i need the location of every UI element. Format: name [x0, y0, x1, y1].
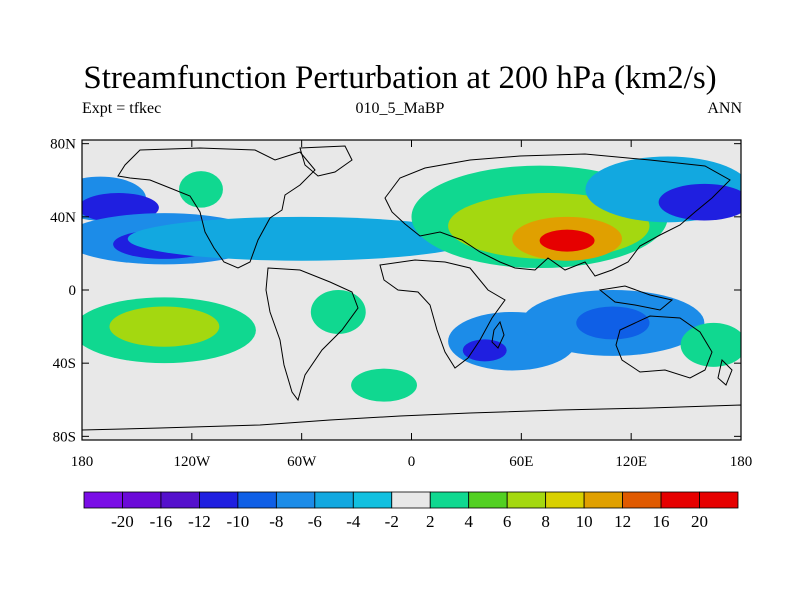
colorbar-label: 2 [426, 512, 435, 531]
contour-region [680, 322, 741, 367]
lon-tick-label: 60E [509, 454, 533, 470]
lon-tick-label: 180 [71, 454, 94, 470]
lon-tick-label: 180 [730, 454, 753, 470]
colorbar-label: -12 [188, 512, 211, 531]
contour-region [109, 306, 220, 347]
lon-tick-label: 120E [615, 454, 647, 470]
map-title: Streamfunction Perturbation at 200 hPa (… [83, 60, 717, 96]
colorbar-label: 6 [503, 512, 512, 531]
colorbar-label: -8 [269, 512, 283, 531]
colorbar-box [160, 491, 200, 509]
latitude-axis: 80N 40N 0 40S 80S [50, 137, 741, 445]
colorbar-label: -6 [308, 512, 322, 531]
contour-region [310, 290, 366, 334]
lat-tick-label: 80N [50, 137, 76, 153]
coastline-madagascar [491, 320, 505, 349]
colorbar-box [352, 491, 393, 509]
colorbar-box [622, 491, 662, 509]
colorbar-box [122, 491, 162, 509]
case-label: 010_5_MaBP [355, 100, 445, 117]
coastline-north-america [117, 147, 316, 269]
colorbar-box [583, 491, 623, 509]
colorbar-box [468, 491, 508, 509]
colorbar-label: -16 [150, 512, 173, 531]
lat-tick-label: 0 [69, 283, 77, 299]
contour-region [576, 306, 650, 340]
colorbar-label: 10 [576, 512, 593, 531]
colorbar-label: 16 [653, 512, 670, 531]
longitude-axis: 180 120W 60W 0 60E 120E 180 [71, 140, 753, 470]
colorbar-label: -20 [111, 512, 134, 531]
contour-region [179, 171, 223, 208]
colorbar-box [199, 491, 239, 509]
coastline-africa [379, 259, 506, 369]
colorbar-label: 4 [464, 512, 473, 531]
lat-tick-label: 40S [53, 356, 76, 372]
coastline-australia [615, 315, 713, 379]
colorbar-box [660, 491, 700, 509]
contour-region [658, 183, 741, 221]
colorbar-box [699, 491, 739, 509]
colorbar-label: -10 [227, 512, 250, 531]
colorbar-box [506, 491, 547, 509]
season-label: ANN [707, 100, 742, 117]
colorbar-label: 12 [614, 512, 631, 531]
coastline-eurasia [384, 153, 731, 277]
coastline-maritime [598, 285, 674, 311]
colorbar-label: 8 [541, 512, 550, 531]
colorbar-label: 20 [691, 512, 708, 531]
coastline-new-zealand [717, 359, 733, 386]
colorbar-box [83, 491, 123, 509]
colorbar-box [545, 491, 585, 509]
colorbar-box [275, 491, 316, 509]
lon-tick-label: 60W [287, 454, 317, 470]
contour-region [462, 339, 507, 362]
coastline-antarctica [82, 404, 741, 440]
coastline-greenland [299, 145, 353, 177]
lat-tick-label: 80S [53, 429, 76, 445]
lon-tick-label: 120W [173, 454, 211, 470]
colorbar-box [237, 491, 277, 509]
colorbar: -20 -16 -12 -10 -8 -6 -4 -2 2 4 6 8 10 12 16 20 [83, 491, 739, 531]
coastline-layer [82, 145, 741, 440]
lon-tick-label: 0 [408, 454, 416, 470]
contour-fill-layer [82, 156, 741, 402]
colorbar-label: -2 [385, 512, 399, 531]
colorbar-box [391, 491, 431, 509]
map-area [81, 139, 742, 441]
contour-region [351, 368, 417, 402]
lat-tick-label: 40N [50, 210, 76, 226]
colorbar-label: -4 [346, 512, 361, 531]
coastline-south-america [265, 267, 359, 402]
contour-region [539, 229, 595, 252]
experiment-label: Expt = tfkec [82, 100, 162, 117]
colorbar-box [429, 491, 470, 509]
colorbar-box [314, 491, 354, 509]
